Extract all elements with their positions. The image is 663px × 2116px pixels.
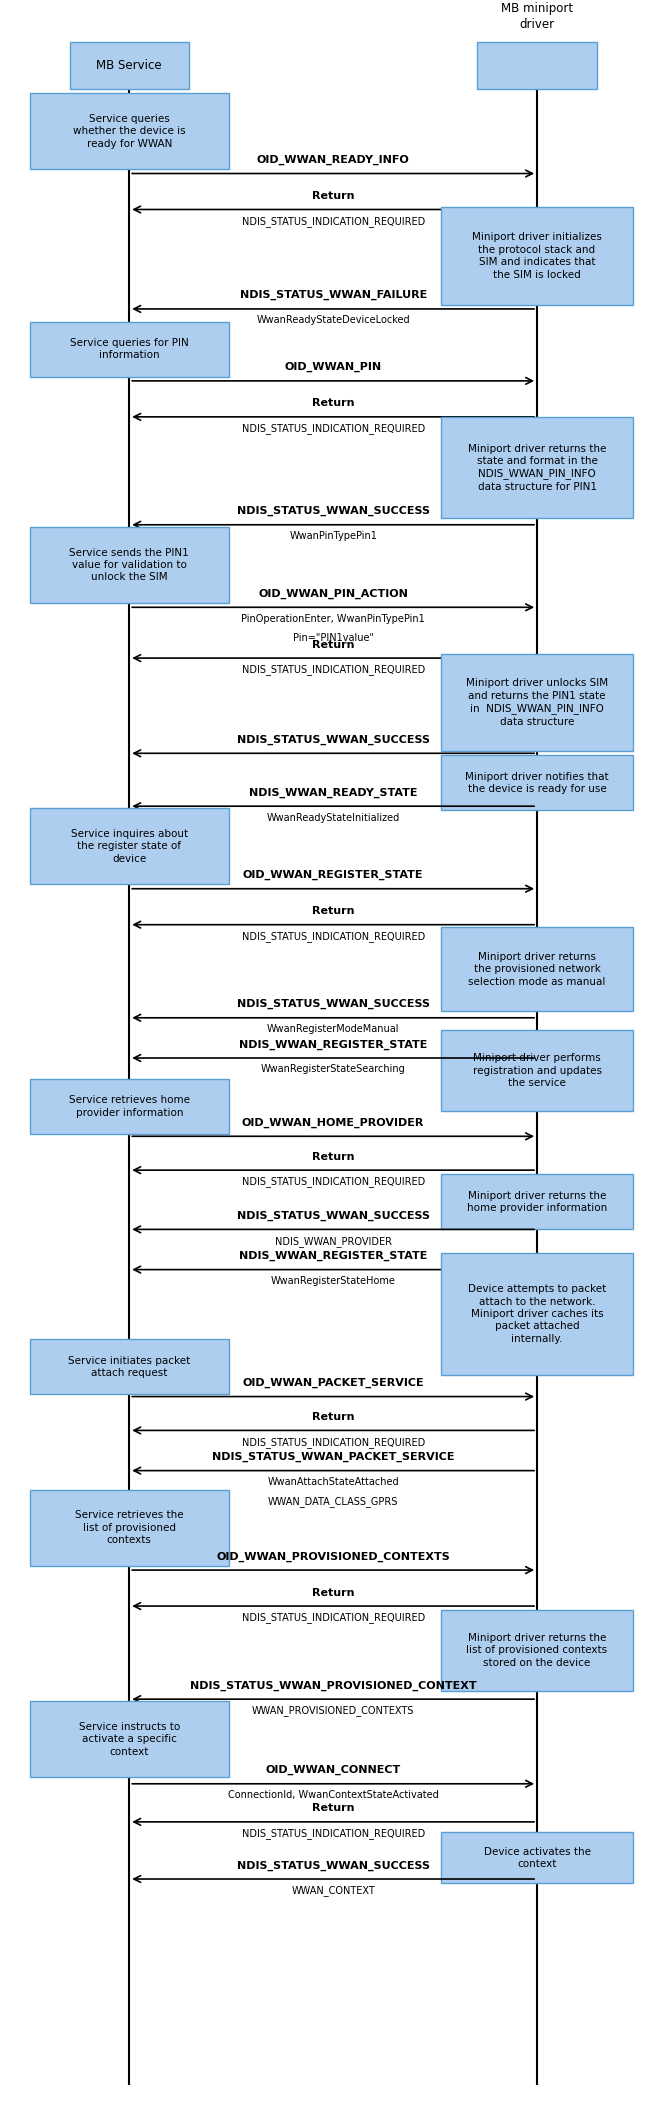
FancyBboxPatch shape [441,1253,633,1375]
Text: NDIS_STATUS_WWAN_SUCCESS: NDIS_STATUS_WWAN_SUCCESS [237,1210,430,1221]
Text: WwanRegisterStateSearching: WwanRegisterStateSearching [261,1064,406,1075]
Text: NDIS_STATUS_INDICATION_REQUIRED: NDIS_STATUS_INDICATION_REQUIRED [241,216,425,226]
Text: OID_WWAN_REGISTER_STATE: OID_WWAN_REGISTER_STATE [243,870,424,880]
Text: Miniport driver returns the
home provider information: Miniport driver returns the home provide… [467,1191,607,1212]
Text: OID_WWAN_READY_INFO: OID_WWAN_READY_INFO [257,154,410,165]
Text: MB Service: MB Service [97,59,162,72]
Text: Miniport driver performs
registration and updates
the service: Miniport driver performs registration an… [473,1054,601,1088]
Text: Service retrieves the
list of provisioned
contexts: Service retrieves the list of provisione… [75,1511,184,1545]
Text: Service queries
whether the device is
ready for WWAN: Service queries whether the device is re… [73,114,186,148]
Text: ConnectionId, WwanContextStateActivated: ConnectionId, WwanContextStateActivated [228,1790,438,1801]
Text: Service initiates packet
attach request: Service initiates packet attach request [68,1356,190,1378]
Text: WWAN_CONTEXT: WWAN_CONTEXT [291,1885,375,1896]
Text: Service sends the PIN1
value for validation to
unlock the SIM: Service sends the PIN1 value for validat… [70,548,189,582]
FancyBboxPatch shape [30,1079,229,1134]
Text: NDIS_STATUS_WWAN_SUCCESS: NDIS_STATUS_WWAN_SUCCESS [237,1860,430,1871]
Text: NDIS_WWAN_REGISTER_STATE: NDIS_WWAN_REGISTER_STATE [239,1251,428,1261]
Text: OID_WWAN_PACKET_SERVICE: OID_WWAN_PACKET_SERVICE [243,1378,424,1388]
FancyBboxPatch shape [441,1832,633,1883]
Text: Miniport driver returns the
list of provisioned contexts
stored on the device: Miniport driver returns the list of prov… [467,1634,607,1667]
Text: OID_WWAN_PROVISIONED_CONTEXTS: OID_WWAN_PROVISIONED_CONTEXTS [216,1551,450,1562]
Text: WWAN_DATA_CLASS_GPRS: WWAN_DATA_CLASS_GPRS [268,1496,398,1507]
FancyBboxPatch shape [441,1174,633,1229]
Text: Return: Return [312,190,355,201]
FancyBboxPatch shape [30,93,229,169]
FancyBboxPatch shape [441,207,633,305]
Text: NDIS_WWAN_REGISTER_STATE: NDIS_WWAN_REGISTER_STATE [239,1039,428,1050]
Text: Return: Return [312,1411,355,1422]
FancyBboxPatch shape [441,654,633,751]
Text: OID_WWAN_PIN_ACTION: OID_WWAN_PIN_ACTION [258,588,408,599]
Text: WwanReadyStateInitialized: WwanReadyStateInitialized [267,813,400,823]
Text: NDIS_WWAN_READY_STATE: NDIS_WWAN_READY_STATE [249,787,418,798]
Text: WwanPinTypePin1: WwanPinTypePin1 [289,531,377,542]
Text: OID_WWAN_HOME_PROVIDER: OID_WWAN_HOME_PROVIDER [242,1117,424,1128]
Text: Pin="PIN1value": Pin="PIN1value" [292,633,374,643]
Text: NDIS_STATUS_WWAN_SUCCESS: NDIS_STATUS_WWAN_SUCCESS [237,999,430,1009]
Text: NDIS_STATUS_WWAN_PROVISIONED_CONTEXT: NDIS_STATUS_WWAN_PROVISIONED_CONTEXT [190,1680,477,1691]
Text: WwanReadyStateDeviceLocked: WwanReadyStateDeviceLocked [257,315,410,326]
Text: Device activates the
context: Device activates the context [483,1847,591,1868]
Text: NDIS_STATUS_INDICATION_REQUIRED: NDIS_STATUS_INDICATION_REQUIRED [241,931,425,942]
Text: NDIS_STATUS_INDICATION_REQUIRED: NDIS_STATUS_INDICATION_REQUIRED [241,423,425,434]
Text: Return: Return [312,1587,355,1598]
Text: NDIS_STATUS_INDICATION_REQUIRED: NDIS_STATUS_INDICATION_REQUIRED [241,1437,425,1447]
Text: NDIS_STATUS_INDICATION_REQUIRED: NDIS_STATUS_INDICATION_REQUIRED [241,1612,425,1623]
Text: Return: Return [312,906,355,916]
Text: Miniport driver notifies that
the device is ready for use: Miniport driver notifies that the device… [465,772,609,794]
Text: Miniport driver returns
the provisioned network
selection mode as manual: Miniport driver returns the provisioned … [468,952,606,986]
FancyBboxPatch shape [441,927,633,1011]
FancyBboxPatch shape [30,1490,229,1566]
Text: WwanAttachStateAttached: WwanAttachStateAttached [267,1477,399,1488]
FancyBboxPatch shape [441,1030,633,1111]
Text: OID_WWAN_PIN: OID_WWAN_PIN [284,362,382,372]
FancyBboxPatch shape [441,1610,633,1691]
Text: Return: Return [312,639,355,650]
FancyBboxPatch shape [30,808,229,884]
Text: NDIS_STATUS_INDICATION_REQUIRED: NDIS_STATUS_INDICATION_REQUIRED [241,1176,425,1187]
FancyBboxPatch shape [477,42,597,89]
Text: NDIS_STATUS_INDICATION_REQUIRED: NDIS_STATUS_INDICATION_REQUIRED [241,1828,425,1839]
Text: GSM-based
MB miniport
driver: GSM-based MB miniport driver [501,0,573,32]
FancyBboxPatch shape [30,527,229,603]
FancyBboxPatch shape [441,417,633,518]
FancyBboxPatch shape [441,755,633,810]
FancyBboxPatch shape [30,1339,229,1394]
Text: Service inquires about
the register state of
device: Service inquires about the register stat… [71,829,188,863]
FancyBboxPatch shape [30,1701,229,1777]
Text: NDIS_STATUS_WWAN_FAILURE: NDIS_STATUS_WWAN_FAILURE [239,290,427,300]
Text: PinOperationEnter, WwanPinTypePin1: PinOperationEnter, WwanPinTypePin1 [241,614,425,624]
Text: Return: Return [312,1803,355,1813]
Text: WwanRegisterModeManual: WwanRegisterModeManual [267,1024,399,1035]
Text: Service queries for PIN
information: Service queries for PIN information [70,339,189,360]
FancyBboxPatch shape [30,322,229,377]
Text: OID_WWAN_CONNECT: OID_WWAN_CONNECT [266,1765,400,1775]
Text: Miniport driver returns the
state and format in the
NDIS_WWAN_PIN_INFO
data stru: Miniport driver returns the state and fo… [468,444,606,491]
Text: NDIS_WWAN_PROVIDER: NDIS_WWAN_PROVIDER [274,1236,392,1246]
Text: NDIS_STATUS_WWAN_SUCCESS: NDIS_STATUS_WWAN_SUCCESS [237,506,430,516]
FancyBboxPatch shape [70,42,189,89]
Text: NDIS_STATUS_INDICATION_REQUIRED: NDIS_STATUS_INDICATION_REQUIRED [241,664,425,675]
Text: Device attempts to packet
attach to the network.
Miniport driver caches its
pack: Device attempts to packet attach to the … [468,1284,606,1344]
Text: Miniport driver unlocks SIM
and returns the PIN1 state
in  NDIS_WWAN_PIN_INFO
da: Miniport driver unlocks SIM and returns … [466,679,608,726]
Text: Miniport driver initializes
the protocol stack and
SIM and indicates that
the SI: Miniport driver initializes the protocol… [472,233,602,279]
Text: Service retrieves home
provider information: Service retrieves home provider informat… [69,1096,190,1117]
Text: NDIS_STATUS_WWAN_SUCCESS: NDIS_STATUS_WWAN_SUCCESS [237,734,430,745]
Text: Service instructs to
activate a specific
context: Service instructs to activate a specific… [79,1722,180,1756]
Text: WwanRegisterStateHome: WwanRegisterStateHome [271,1276,396,1287]
Text: Return: Return [312,398,355,408]
Text: NDIS_STATUS_WWAN_PACKET_SERVICE: NDIS_STATUS_WWAN_PACKET_SERVICE [212,1452,454,1462]
Text: Return: Return [312,1151,355,1162]
Text: WWAN_PROVISIONED_CONTEXTS: WWAN_PROVISIONED_CONTEXTS [252,1705,414,1716]
